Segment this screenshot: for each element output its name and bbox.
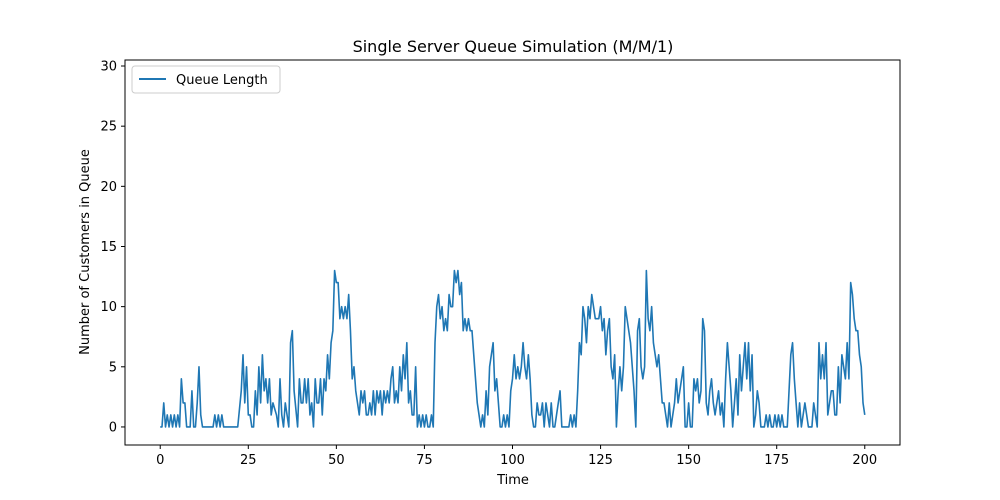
y-axis-label: Number of Customers in Queue <box>78 149 93 355</box>
x-tick-label: 200 <box>852 453 877 468</box>
y-tick-label: 20 <box>100 180 117 195</box>
x-axis: 0 25 50 75 100 125 150 175 200 <box>156 445 877 468</box>
x-axis-label: Time <box>496 473 529 488</box>
x-tick-label: 125 <box>588 453 613 468</box>
x-tick-label: 25 <box>240 453 257 468</box>
y-tick-label: 30 <box>100 60 117 75</box>
x-tick-label: 100 <box>500 453 525 468</box>
y-tick-label: 10 <box>100 300 117 315</box>
x-tick-label: 75 <box>416 453 433 468</box>
y-tick-label: 0 <box>109 420 117 435</box>
legend: Queue Length <box>131 65 281 94</box>
x-tick-label: 150 <box>676 453 701 468</box>
legend-box <box>131 65 281 94</box>
y-axis: 0 5 10 15 20 25 30 <box>100 60 125 435</box>
y-tick-label: 15 <box>100 240 117 255</box>
x-tick-label: 0 <box>156 453 164 468</box>
x-tick-label: 50 <box>328 453 345 468</box>
series-layer <box>160 269 866 428</box>
chart-title: Single Server Queue Simulation (M/M/1) <box>353 37 674 56</box>
x-tick-label: 175 <box>764 453 789 468</box>
series-line-queue-length <box>160 269 866 428</box>
legend-label-queue-length: Queue Length <box>176 73 268 88</box>
y-tick-label: 5 <box>109 360 117 375</box>
y-tick-label: 25 <box>100 120 117 135</box>
